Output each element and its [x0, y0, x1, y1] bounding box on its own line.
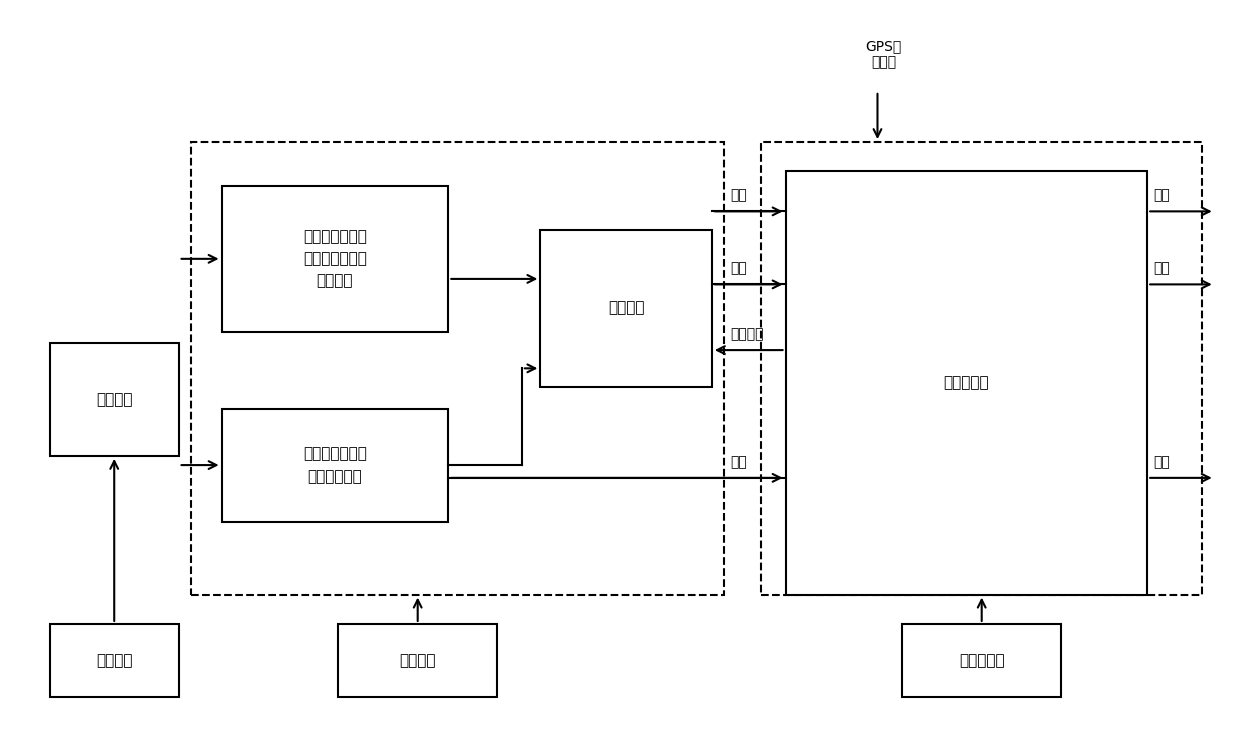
- Text: 捷联结算: 捷联结算: [399, 653, 436, 668]
- Bar: [785, 171, 1147, 594]
- Text: 姿态: 姿态: [730, 455, 748, 469]
- Text: 速度: 速度: [730, 189, 748, 202]
- Bar: [191, 142, 724, 594]
- Bar: [761, 142, 1203, 594]
- Text: 位置: 位置: [730, 262, 748, 275]
- Text: 姿态: 姿态: [1153, 455, 1171, 469]
- Text: 陀螺信息：更新
姿态旋转矩阵: 陀螺信息：更新 姿态旋转矩阵: [303, 446, 367, 484]
- Text: 卡尔曼滤波: 卡尔曼滤波: [944, 376, 990, 391]
- Text: 速度: 速度: [1153, 189, 1171, 202]
- Text: 卡尔曼滤波: 卡尔曼滤波: [959, 653, 1004, 668]
- Text: 误差反馈: 误差反馈: [730, 327, 764, 341]
- Bar: [50, 343, 179, 456]
- Bar: [901, 624, 1061, 697]
- Bar: [222, 408, 449, 522]
- Text: 仪表信息: 仪表信息: [95, 653, 133, 668]
- Text: 加表信息：通过
坐标转换转换到
地理系下: 加表信息：通过 坐标转换转换到 地理系下: [303, 229, 367, 289]
- Bar: [222, 186, 449, 332]
- Bar: [50, 624, 179, 697]
- Text: 位置: 位置: [1153, 262, 1171, 275]
- Text: GPS导
航信息: GPS导 航信息: [866, 39, 901, 69]
- Text: 航位推算: 航位推算: [608, 301, 645, 315]
- Bar: [541, 230, 712, 387]
- Text: 惯性信息: 惯性信息: [95, 392, 133, 407]
- Bar: [339, 624, 497, 697]
